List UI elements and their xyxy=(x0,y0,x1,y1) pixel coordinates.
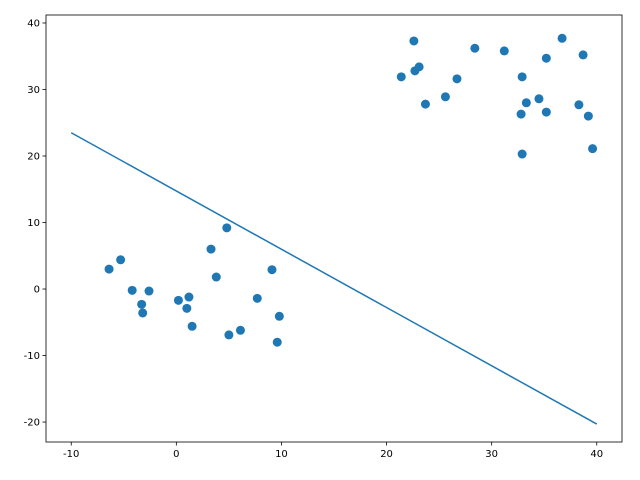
scatter-point xyxy=(534,94,544,104)
x-tick-label: 40 xyxy=(590,449,603,460)
scatter-point xyxy=(541,53,551,63)
scatter-point xyxy=(588,144,598,154)
y-tick-label: 0 xyxy=(34,285,40,296)
y-tick-label: -20 xyxy=(24,418,40,429)
scatter-point xyxy=(578,50,588,60)
scatter-point xyxy=(116,255,126,265)
scatter-point xyxy=(235,325,245,335)
scatter-point xyxy=(420,99,430,109)
scatter-point xyxy=(517,149,527,159)
scatter-point xyxy=(470,43,480,53)
scatter-point xyxy=(541,107,551,117)
x-tick-label: -10 xyxy=(63,449,79,460)
y-tick-label: 10 xyxy=(27,218,40,229)
scatter-point xyxy=(187,321,197,331)
scatter-point xyxy=(184,292,194,302)
scatter-point xyxy=(583,111,593,121)
scatter-point xyxy=(252,293,262,303)
scatter-point xyxy=(516,109,526,119)
scatter-point xyxy=(182,303,192,313)
line xyxy=(70,132,598,425)
scatter-point xyxy=(499,46,509,56)
scatter-point xyxy=(452,74,462,84)
scatter-point xyxy=(138,308,148,318)
scatter-point xyxy=(137,299,147,309)
scatter-point xyxy=(574,100,584,110)
scatter-point xyxy=(414,62,424,72)
y-tick-label: 40 xyxy=(27,18,40,29)
scatter-point xyxy=(173,295,183,305)
x-tick-label: 0 xyxy=(173,449,179,460)
scatter-point xyxy=(104,264,114,274)
axes-frame xyxy=(45,14,623,443)
scatter-point xyxy=(272,337,282,347)
scatter-point xyxy=(409,36,419,46)
y-tick-label: -10 xyxy=(24,351,40,362)
y-tick-label: 30 xyxy=(27,85,40,96)
scatter-point xyxy=(222,223,232,233)
scatter-point xyxy=(517,72,527,82)
scatter-point xyxy=(440,92,450,102)
scatter-point xyxy=(274,311,284,321)
scatter-point xyxy=(521,98,531,108)
scatter-point xyxy=(557,33,567,43)
x-tick-label: 30 xyxy=(485,449,498,460)
scatter-point xyxy=(144,286,154,296)
scatter-point xyxy=(267,265,277,275)
scatter-point xyxy=(224,330,234,340)
scatter-point xyxy=(206,244,216,254)
x-tick-label: 20 xyxy=(380,449,393,460)
x-tick-label: 10 xyxy=(275,449,288,460)
scatter-point xyxy=(211,272,221,282)
y-tick-label: 20 xyxy=(27,152,40,163)
scatter-point xyxy=(396,72,406,82)
scatter-point xyxy=(127,285,137,295)
